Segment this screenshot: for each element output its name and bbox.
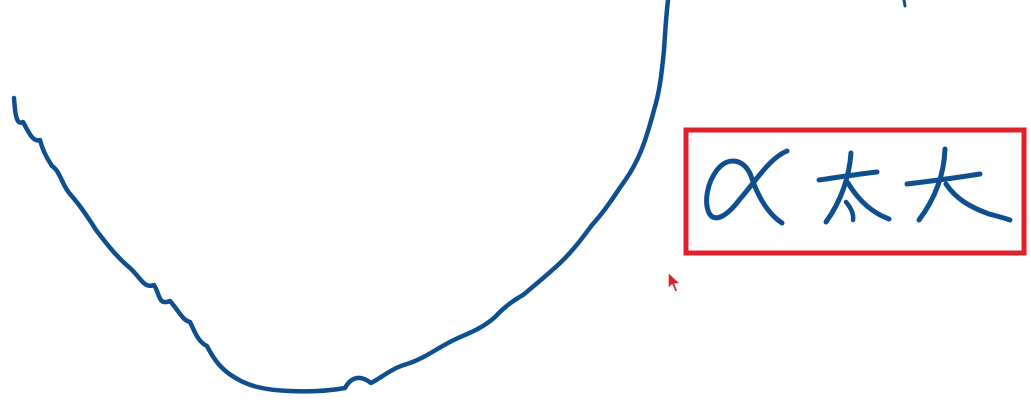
annotation-highlight-box (683, 127, 1027, 256)
da-character-left-stroke (916, 146, 948, 223)
tai-character-left-stroke (823, 150, 854, 225)
annotation-text: ∝ 太大 (695, 248, 698, 251)
top-right-ink-mark (902, 0, 907, 8)
da-character-right-stroke (943, 181, 1013, 223)
mouse-pointer-icon (667, 271, 682, 293)
tai-character-right-stroke (845, 180, 892, 222)
tai-character-dot-stroke (843, 199, 856, 223)
proportional-symbol-stroke (704, 148, 790, 226)
da-character-horizontal-stroke (904, 171, 983, 187)
hand-drawn-curve (11, 0, 671, 394)
